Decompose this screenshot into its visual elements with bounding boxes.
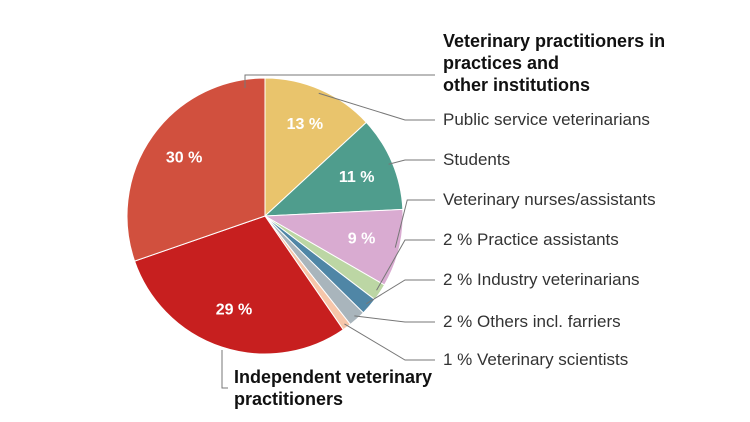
pie-slice	[126, 77, 266, 262]
value-label: 1 %	[443, 350, 473, 369]
category-label: 1 % Veterinary scientists	[443, 349, 628, 371]
leader-line	[376, 239, 435, 291]
category-label: Veterinary nurses/assistants	[443, 189, 656, 211]
category-name: Students	[443, 150, 511, 169]
slice-value-label: 11 %	[339, 169, 375, 186]
slice-value-label: 30 %	[166, 150, 202, 167]
category-name: Industry veterinarians	[477, 270, 640, 289]
leader-line	[394, 199, 435, 248]
value-label: 2 %	[443, 312, 473, 331]
leader-line	[388, 159, 435, 165]
category-name: Veterinary nurses/assistants	[443, 190, 656, 209]
leader-line	[318, 92, 435, 121]
slice-value-label: 9 %	[348, 231, 376, 248]
category-label: Veterinary practitioners in practices an…	[443, 30, 665, 96]
pie-slice	[264, 77, 368, 218]
category-label: Students	[443, 149, 510, 171]
pie-slice	[263, 208, 404, 286]
category-label: 2 % Others incl. farriers	[443, 311, 621, 333]
category-name: Public service veterinarians	[443, 110, 650, 129]
category-label: 2 % Practice assistants	[443, 229, 619, 251]
category-label: Independent veterinary practitioners	[234, 366, 432, 410]
leader-line	[354, 315, 435, 323]
pie-slice	[263, 121, 404, 217]
category-name: Independent veterinary practitioners	[234, 367, 433, 409]
pie-slice	[133, 215, 344, 355]
leader-line	[366, 279, 435, 305]
value-label: 2 %	[443, 230, 473, 249]
leader-line	[221, 350, 228, 389]
category-label: 2 % Industry veterinarians	[443, 269, 640, 291]
category-name: Others incl. farriers	[477, 312, 621, 331]
leader-line	[344, 323, 435, 361]
slice-value-label: 29 %	[216, 302, 252, 319]
leader-line	[244, 74, 435, 88]
slice-value-label: 13 %	[287, 116, 323, 133]
category-name: Veterinary practitioners in practices an…	[443, 31, 666, 95]
value-label: 2 %	[443, 270, 473, 289]
category-label: Public service veterinarians	[443, 109, 650, 131]
category-name: Veterinary scientists	[477, 350, 629, 369]
category-name: Practice assistants	[477, 230, 619, 249]
